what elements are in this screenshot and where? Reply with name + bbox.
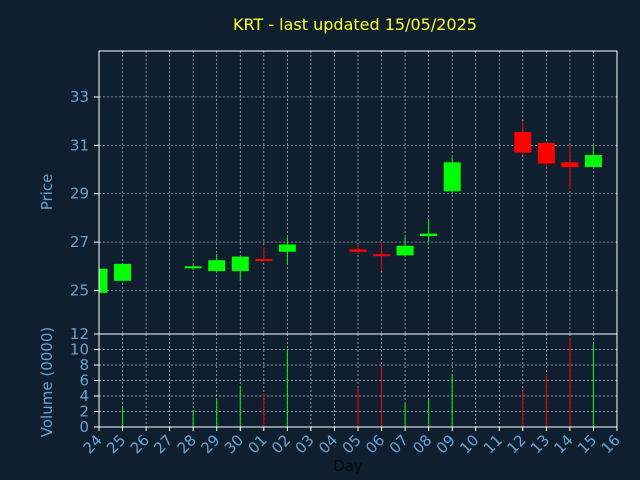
volume-axis-label: Volume (0000) [38,327,56,437]
candle-body [537,142,555,164]
price-tick-label: 31 [70,136,89,154]
volume-tick-label: 12 [70,325,89,343]
candle-body [443,162,461,192]
candle-body [396,245,414,256]
candle-body [373,254,391,257]
price-tick-label: 27 [70,233,89,251]
candle-body [184,266,202,269]
volume-tick-label: 8 [79,356,89,374]
candle-body [561,162,579,168]
candle-body [278,244,296,252]
candle-body [584,155,602,168]
volume-tick-label: 4 [79,387,89,405]
price-tick-label: 25 [70,281,89,299]
volume-tick-label: 6 [79,372,89,390]
volume-tick-label: 10 [70,341,89,359]
candle-body [99,268,108,293]
candle-body [349,249,367,252]
x-axis-label: Day [333,457,363,475]
candle-body [231,256,249,272]
price-panel: 25 27 29 31 33 [70,50,618,335]
price-tick-label: 29 [70,185,89,203]
candle-body [420,233,438,237]
candle-body [208,260,226,272]
candle-body [114,263,132,281]
price-tick-label: 33 [70,88,89,106]
chart-title: KRT - last updated 15/05/2025 [233,15,477,34]
volume-tick-label: 2 [79,403,89,421]
candle-body [255,259,273,262]
volume-tick-label: 0 [79,418,89,436]
candle-body [514,132,532,153]
price-axis-label: Price [38,174,56,211]
